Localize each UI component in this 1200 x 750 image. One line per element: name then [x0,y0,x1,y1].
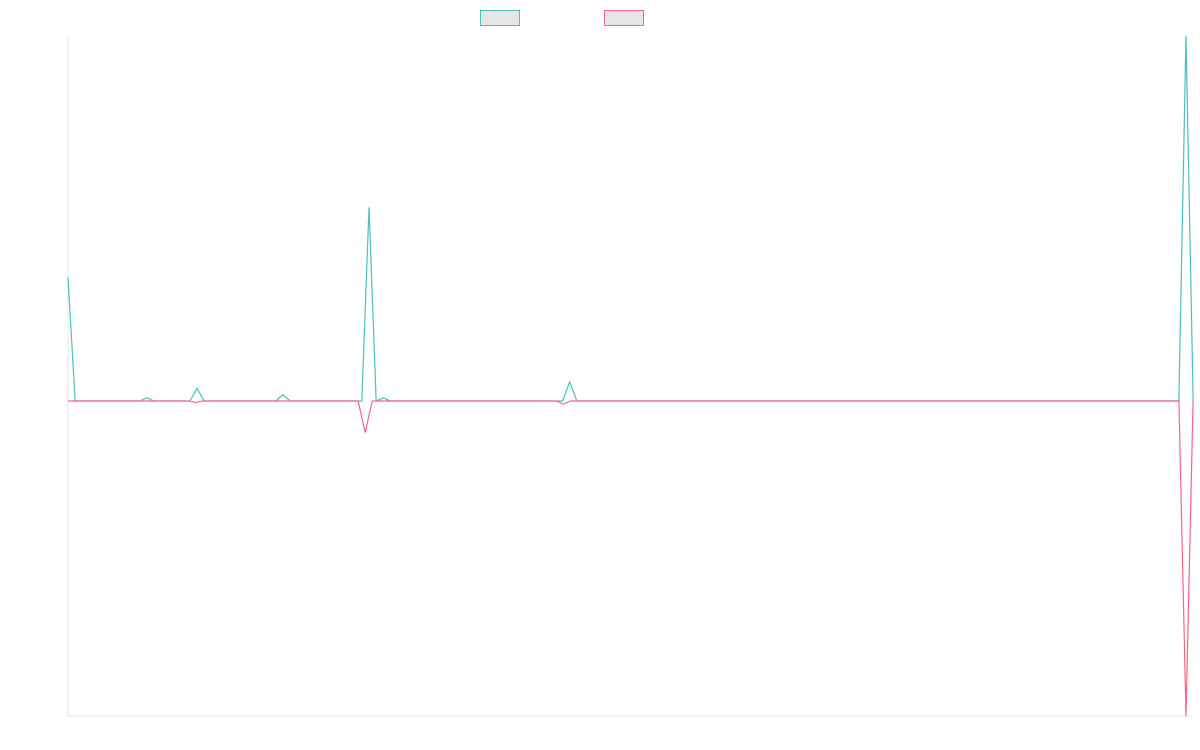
series-layer [67,35,1194,717]
legend-swatch-series-1 [480,10,520,26]
legend-item-series-2[interactable] [604,9,650,27]
series-line-2 [68,400,1194,717]
legend-item-series-1[interactable] [480,9,526,27]
legend-swatch-series-2 [604,10,644,26]
series-line-1 [67,35,1194,402]
legend [0,9,1200,27]
